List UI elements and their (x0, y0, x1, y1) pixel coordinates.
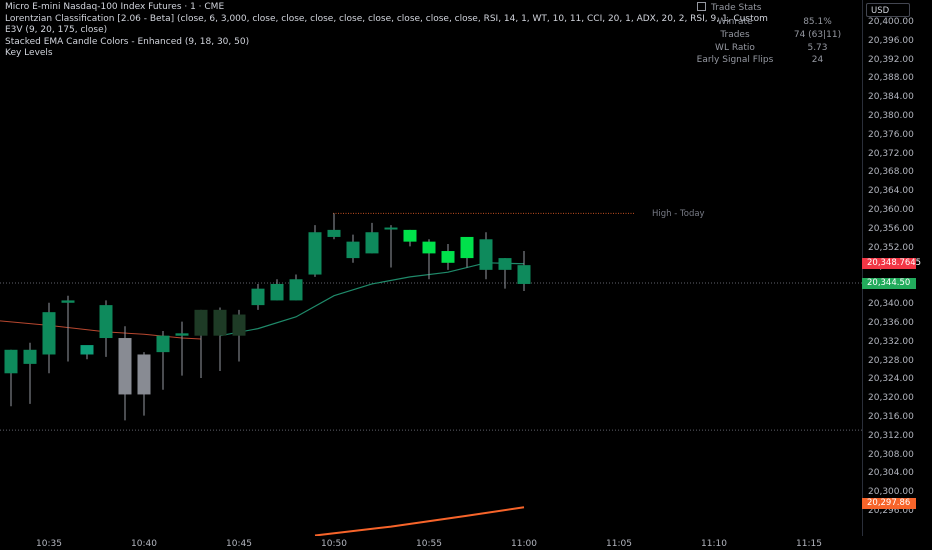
trade-stats-header: Trade Stats (697, 2, 817, 13)
candle-body (308, 232, 322, 275)
checkbox-icon (697, 2, 706, 11)
candle-body (23, 349, 37, 364)
time-tick-label: 10:55 (416, 539, 442, 549)
indicator-orange-line (314, 506, 525, 536)
price-tick-label: 20,328.00 (868, 355, 914, 366)
price-tick-label: 20,392.00 (868, 54, 914, 65)
candle-body (156, 335, 170, 353)
time-tick-label: 10:40 (131, 539, 157, 549)
price-tick-label: 20,352.00 (868, 242, 914, 253)
currency-button[interactable]: USD (866, 3, 910, 17)
candle-body (175, 333, 189, 336)
ema-price-tag: 20,348.7645 (862, 258, 921, 270)
price-tick-label: 20,356.00 (868, 223, 914, 234)
candle-body (4, 349, 18, 374)
stats-value: 85.1% (803, 17, 832, 27)
stats-label: Winrate (717, 17, 753, 27)
price-tick-label: 20,308.00 (868, 449, 914, 460)
price-tick-label: 20,304.00 (868, 468, 914, 479)
candle-body (498, 258, 512, 270)
stats-value: 74 (63|11) (793, 30, 842, 40)
candle-body (479, 239, 493, 270)
candle-body (460, 236, 474, 259)
last-price-tag: 20,344.50 (862, 278, 916, 290)
price-tick-label: 20,372.00 (868, 148, 914, 159)
candle-body (422, 241, 436, 254)
candle-body (346, 241, 360, 259)
time-tick-label: 10:45 (226, 539, 252, 549)
candle-body (441, 251, 455, 263)
price-tick-label: 20,316.00 (868, 411, 914, 422)
trade-stats-title: Trade Stats (711, 3, 762, 13)
candle-body (403, 229, 417, 242)
price-tick-label: 20,296.00 (868, 506, 914, 516)
candle-body (118, 338, 132, 395)
price-tick-label: 20,324.00 (868, 374, 914, 385)
indicator-lorentzian[interactable]: Lorentzian Classification [2.06 - Beta] … (5, 13, 768, 24)
price-tick-label: 20,336.00 (868, 317, 914, 328)
price-tick-label: 20,368.00 (868, 167, 914, 178)
candle-body (213, 309, 227, 336)
candle-body (61, 300, 75, 303)
candle-body (270, 283, 284, 301)
candle-body (517, 265, 531, 284)
stats-label: WL Ratio (715, 43, 755, 53)
candle-body (384, 227, 398, 230)
chart-legend: Micro E-mini Nasdaq-100 Index Futures · … (5, 2, 863, 60)
time-tick-label: 11:00 (511, 539, 537, 549)
price-tick-label: 20,364.00 (868, 186, 914, 197)
price-tick-label: 20,384.00 (868, 92, 914, 103)
candle-body (80, 345, 94, 355)
candle-body (232, 314, 246, 336)
time-tick-label: 10:35 (36, 539, 62, 549)
price-tick-label: 20,396.00 (868, 35, 914, 46)
indicator-stacked-ema[interactable]: Stacked EMA Candle Colors - Enhanced (9,… (5, 36, 250, 47)
stats-value: 5.73 (807, 43, 828, 53)
price-tick-label: 20,340.00 (868, 299, 914, 310)
candle-body (251, 288, 265, 306)
candle-body (99, 305, 113, 339)
price-tick-label: 20,380.00 (868, 111, 914, 122)
stats-label: Early Signal Flips (696, 55, 774, 65)
price-tick-label: 20,300.00 (868, 487, 914, 498)
chart-area[interactable] (0, 0, 862, 536)
price-tick-label: 20,320.00 (868, 393, 914, 404)
price-tick-label: 20,332.00 (868, 336, 914, 347)
time-tick-label: 11:05 (606, 539, 632, 549)
time-tick-label: 11:10 (701, 539, 727, 549)
stats-row: WL Ratio 5.73 (680, 43, 840, 56)
price-tick-label: 20,376.00 (868, 129, 914, 140)
price-tick-label: 20,400.00 (868, 17, 914, 27)
time-tick-label: 11:15 (796, 539, 822, 549)
ema-teal-line (219, 262, 525, 337)
stats-label: Trades (720, 30, 750, 40)
indicator-e3v[interactable]: E3V (9, 20, 175, close) (5, 25, 108, 35)
stats-row: Trades 74 (63|11) (680, 30, 841, 43)
candle-body (137, 354, 151, 395)
stats-row: Early Signal Flips 24 (680, 55, 840, 68)
time-tick-label: 10:50 (321, 539, 347, 549)
indicator-key-levels[interactable]: Key Levels (5, 48, 53, 58)
candle-body (289, 279, 303, 301)
candle-body (327, 229, 341, 237)
symbol-title[interactable]: Micro E-mini Nasdaq-100 Index Futures · … (5, 2, 225, 12)
price-chart[interactable] (0, 0, 862, 536)
key-level-label: High - Today (652, 209, 705, 219)
stats-row: Winrate 85.1% (680, 17, 840, 30)
indicator-price-tag: 20,297.86 (862, 497, 916, 509)
price-tick-label: 20,360.00 (868, 205, 914, 216)
price-tick-label: 20,388.00 (868, 73, 914, 84)
candle-body (42, 312, 56, 355)
price-tick-label: 20,312.00 (868, 430, 914, 441)
candle-body (194, 309, 208, 336)
stats-value: 24 (811, 55, 824, 65)
candle-body (365, 232, 379, 254)
